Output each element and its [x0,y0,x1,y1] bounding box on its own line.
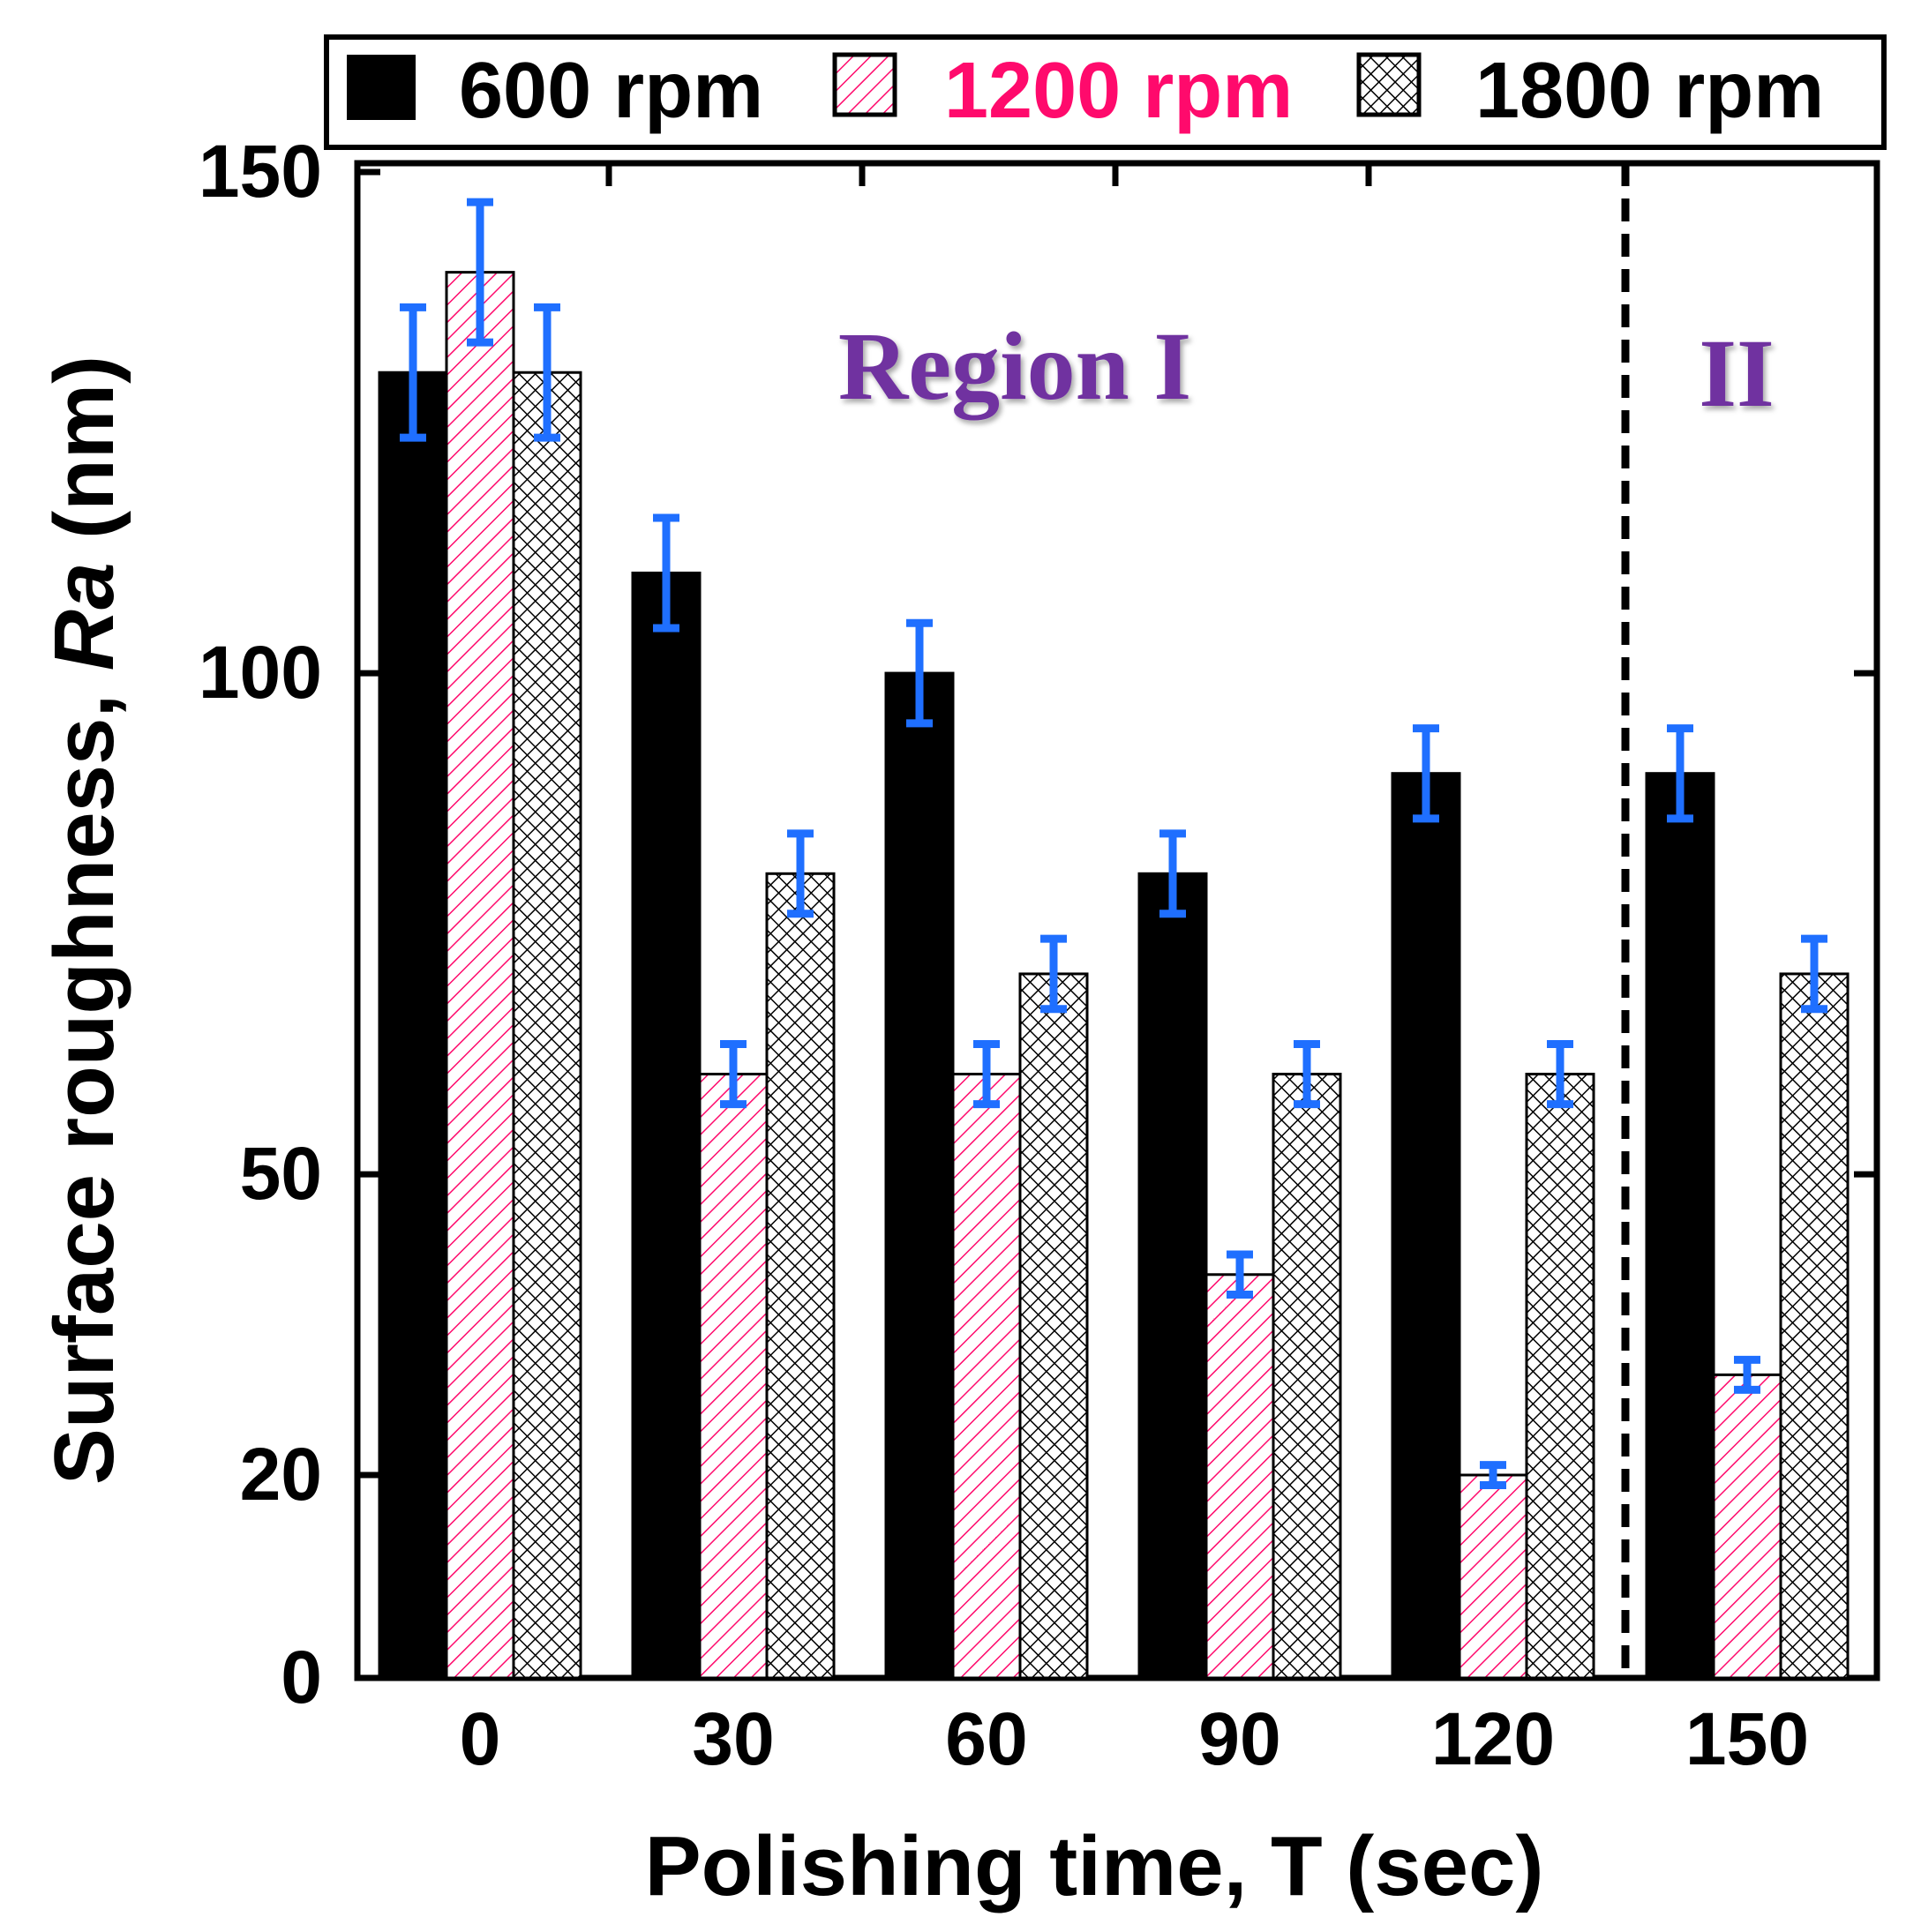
x-tick-label-150: 150 [1685,1697,1809,1780]
legend-box [324,34,1887,150]
bar-600-rpm-t90 [1137,872,1208,1680]
legend-swatch-1800 [1356,52,1422,117]
y-tick-label-150: 150 [199,130,322,213]
legend-label-1800: 1800 rpm [1475,47,1824,135]
bar-1800-rpm-t30 [765,872,836,1680]
y-tick-label-50: 50 [240,1132,322,1215]
legend-label-600: 600 rpm [459,47,763,135]
error-bars-layer [400,198,1827,1489]
bar-1800-rpm-t0 [512,371,582,1680]
error-bar-1200-rpm-t60 [973,1039,1000,1109]
error-bar-1800-rpm-t150 [1801,934,1827,1014]
y-axis-title-prefix: Surface roughness, [37,670,131,1485]
y-tick-label-0: 0 [281,1636,322,1719]
bars-layer [378,271,1850,1680]
error-bar-1200-rpm-t150 [1734,1355,1760,1394]
y-tick-label-100: 100 [199,631,322,714]
bar-600-rpm-t120 [1391,772,1461,1680]
error-bar-1200-rpm-t120 [1480,1461,1506,1489]
error-bar-1800-rpm-t30 [787,829,814,918]
bar-1200-rpm-t60 [951,1073,1022,1680]
error-bar-1800-rpm-t0 [534,303,560,442]
bar-1200-rpm-t150 [1712,1373,1782,1680]
region-ii-label: II [1699,319,1775,427]
bar-1800-rpm-t120 [1525,1073,1595,1680]
bar-1200-rpm-t0 [445,271,515,1680]
legend-label-1200: 1200 rpm [944,47,1293,135]
y-axis-title-suffix: (nm) [37,356,131,563]
y-axis: 0 20 50 100 150 [199,130,1877,1719]
bar-1200-rpm-t30 [698,1073,769,1680]
bar-600-rpm-t60 [884,671,955,1680]
bar-600-rpm-t0 [378,371,448,1680]
x-tick-label-90: 90 [1198,1697,1280,1780]
bar-600-rpm-t30 [631,571,702,1680]
bar-1200-rpm-t90 [1204,1273,1275,1680]
error-bar-1200-rpm-t0 [467,198,493,347]
x-tick-label-30: 30 [692,1697,774,1780]
error-bar-600-rpm-t90 [1159,829,1186,918]
y-axis-title: Surface roughness, Ra (nm) [37,356,131,1485]
x-tick-label-60: 60 [945,1697,1027,1780]
error-bar-1800-rpm-t60 [1040,934,1067,1014]
bar-1800-rpm-t60 [1018,972,1089,1680]
x-tick-label-0: 0 [460,1697,501,1780]
error-bar-600-rpm-t60 [906,618,933,728]
legend-swatch-600 [347,55,416,120]
error-bar-600-rpm-t120 [1413,724,1439,823]
error-bar-1200-rpm-t30 [720,1039,747,1109]
error-bar-600-rpm-t30 [653,513,679,633]
error-bar-600-rpm-t150 [1667,724,1693,823]
bar-1800-rpm-t90 [1272,1073,1342,1680]
y-axis-title-symbol: Ra [37,562,131,670]
bar-600-rpm-t150 [1645,772,1715,1680]
x-axis-title: Polishing time, T (sec) [645,1819,1544,1913]
bar-1800-rpm-t150 [1779,972,1850,1680]
error-bar-1800-rpm-t120 [1547,1039,1573,1109]
y-tick-label-20: 20 [240,1433,322,1516]
error-bar-1200-rpm-t90 [1227,1250,1253,1299]
legend-swatch-1200 [832,52,897,117]
legend: 600 rpm 1200 rpm 1800 rpm [324,34,1887,150]
bar-1200-rpm-t120 [1458,1473,1528,1680]
region-i-label: Region I [838,312,1191,420]
error-bar-600-rpm-t0 [400,303,426,442]
x-axis: 0 30 60 90 120 150 [460,163,1809,1780]
error-bar-1800-rpm-t90 [1294,1039,1320,1109]
x-tick-label-120: 120 [1431,1697,1555,1780]
